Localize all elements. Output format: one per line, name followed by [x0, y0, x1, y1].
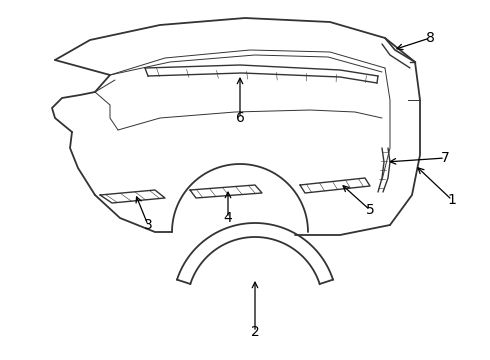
Text: 1: 1 [447, 193, 457, 207]
Text: 2: 2 [250, 325, 259, 339]
Text: 3: 3 [144, 218, 152, 232]
Text: 7: 7 [441, 151, 449, 165]
Text: 8: 8 [425, 31, 435, 45]
Text: 5: 5 [366, 203, 374, 217]
Text: 4: 4 [223, 211, 232, 225]
Text: 6: 6 [236, 111, 245, 125]
